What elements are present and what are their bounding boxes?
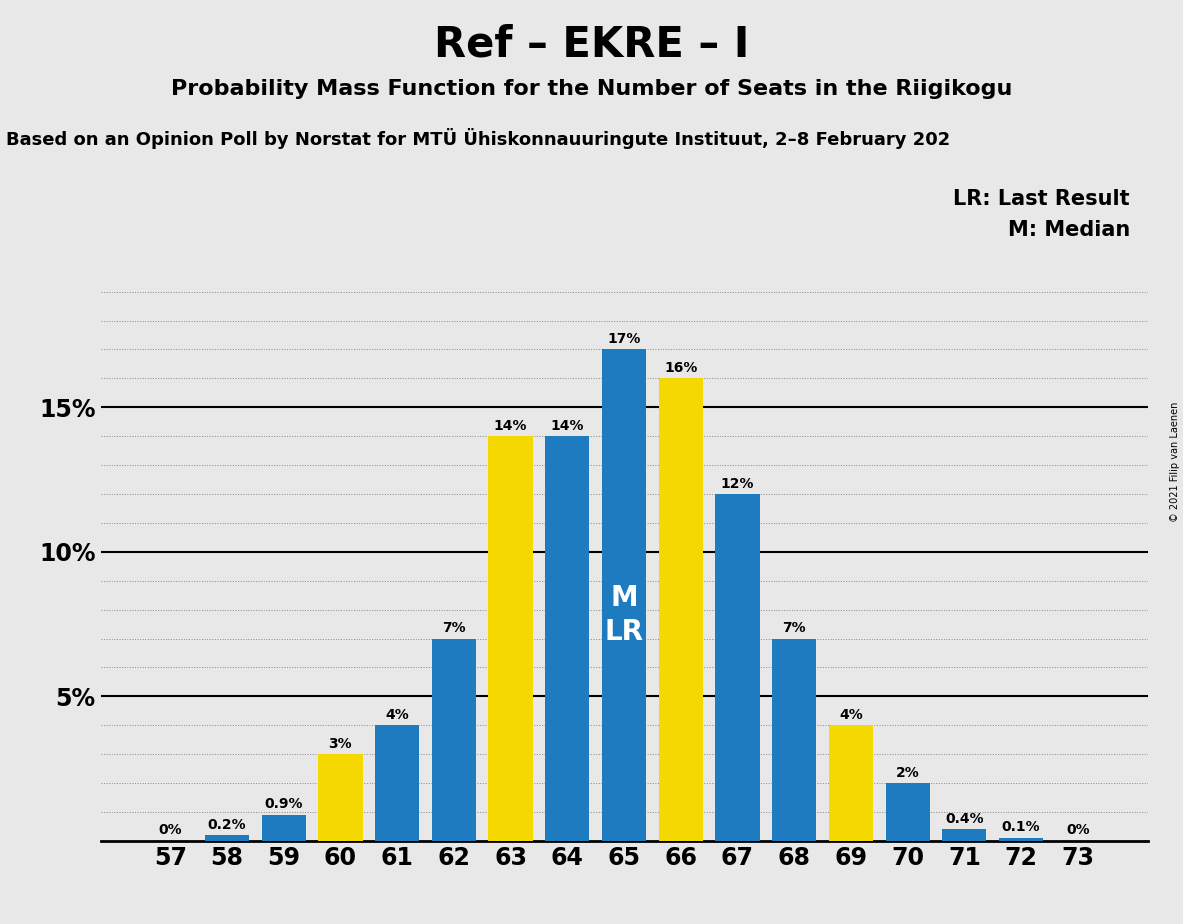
Text: 0.9%: 0.9% <box>265 797 303 811</box>
Text: LR: Last Result: LR: Last Result <box>953 189 1130 210</box>
Text: Ref – EKRE – I: Ref – EKRE – I <box>434 23 749 65</box>
Text: 3%: 3% <box>329 736 353 750</box>
Bar <box>716 494 759 841</box>
Text: 7%: 7% <box>442 621 466 635</box>
Text: 12%: 12% <box>720 477 755 491</box>
Text: Probability Mass Function for the Number of Seats in the Riigikogu: Probability Mass Function for the Number… <box>170 79 1013 99</box>
Text: 16%: 16% <box>664 361 698 375</box>
Bar <box>545 436 589 841</box>
Bar <box>205 835 250 841</box>
Text: 14%: 14% <box>550 419 584 432</box>
Bar <box>432 638 476 841</box>
Text: 14%: 14% <box>493 419 528 432</box>
Text: 0.1%: 0.1% <box>1002 821 1040 834</box>
Text: 4%: 4% <box>386 708 409 722</box>
Text: 2%: 2% <box>896 766 919 780</box>
Bar <box>489 436 532 841</box>
Bar <box>829 725 873 841</box>
Text: Based on an Opinion Poll by Norstat for MTÜ Ühiskonnauuringute Instituut, 2–8 Fe: Based on an Opinion Poll by Norstat for … <box>6 128 950 149</box>
Bar <box>659 378 703 841</box>
Text: M
LR: M LR <box>605 583 644 646</box>
Bar <box>998 838 1043 841</box>
Bar <box>375 725 419 841</box>
Bar <box>886 783 930 841</box>
Bar <box>318 754 362 841</box>
Bar <box>261 815 306 841</box>
Text: 17%: 17% <box>607 332 641 346</box>
Bar <box>942 829 987 841</box>
Bar <box>772 638 816 841</box>
Text: 0.2%: 0.2% <box>208 818 246 832</box>
Text: 0%: 0% <box>1066 823 1090 837</box>
Text: 4%: 4% <box>839 708 862 722</box>
Text: 0.4%: 0.4% <box>945 812 984 826</box>
Text: M: Median: M: Median <box>1008 220 1130 240</box>
Text: © 2021 Filip van Laenen: © 2021 Filip van Laenen <box>1170 402 1179 522</box>
Text: 7%: 7% <box>782 621 806 635</box>
Bar <box>602 349 646 841</box>
Text: 0%: 0% <box>159 823 182 837</box>
